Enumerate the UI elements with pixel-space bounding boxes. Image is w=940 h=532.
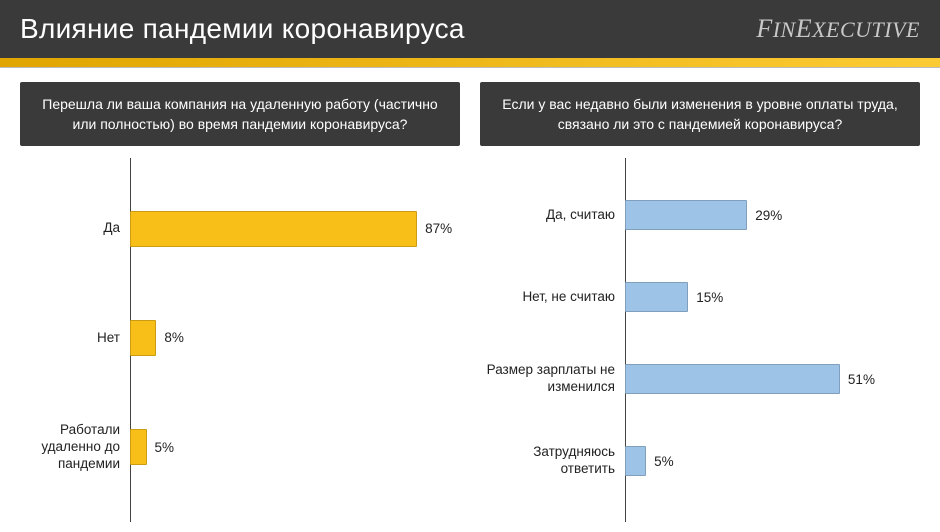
axis-tick	[625, 158, 626, 164]
category-label: Работали удаленно до пандемии	[20, 422, 130, 473]
left-panel: Перешла ли ваша компания на удаленную ра…	[20, 82, 460, 520]
value-label: 29%	[755, 208, 782, 223]
slide: Влияние пандемии коронавируса FINEXECUTI…	[0, 0, 940, 532]
logo-letter-e: E	[796, 14, 812, 43]
axis-tick	[625, 516, 626, 522]
chart-row: Нет 8%	[20, 315, 460, 361]
bar-track: 87%	[130, 206, 460, 252]
category-label: Да, считаю	[480, 207, 625, 224]
value-label: 87%	[425, 221, 452, 236]
bar	[625, 200, 747, 230]
bar-track: 5%	[130, 424, 460, 470]
value-label: 5%	[654, 454, 674, 469]
right-question: Если у вас недавно были изменения в уров…	[480, 82, 920, 146]
bar-track: 8%	[130, 315, 460, 361]
value-label: 8%	[164, 330, 184, 345]
value-label: 15%	[696, 290, 723, 305]
value-label: 51%	[848, 372, 875, 387]
bar	[130, 320, 156, 356]
chart-row: Работали удаленно до пандемии 5%	[20, 424, 460, 470]
chart-row: Затрудняюсь ответить 5%	[480, 438, 920, 484]
left-chart: Да 87% Нет 8% Работали	[20, 164, 460, 520]
logo-in: IN	[773, 17, 796, 42]
axis-tick	[130, 158, 131, 164]
logo-xecutive: XECUTIVE	[812, 17, 920, 42]
category-label: Да	[20, 220, 130, 237]
bar-track: 5%	[625, 438, 920, 484]
bar	[130, 429, 147, 465]
bar-track: 15%	[625, 274, 920, 320]
category-label: Нет	[20, 330, 130, 347]
right-chart: Да, считаю 29% Нет, не считаю 15%	[480, 164, 920, 520]
bar-track: 51%	[625, 356, 920, 402]
chart-row: Нет, не считаю 15%	[480, 274, 920, 320]
logo: FINEXECUTIVE	[756, 14, 920, 44]
left-rows: Да 87% Нет 8% Работали	[20, 174, 460, 502]
header: Влияние пандемии коронавируса FINEXECUTI…	[0, 0, 940, 58]
logo-letter-f: F	[756, 14, 772, 43]
category-label: Затрудняюсь ответить	[480, 444, 625, 478]
bar	[625, 282, 688, 312]
chart-row: Да, считаю 29%	[480, 192, 920, 238]
right-panel: Если у вас недавно были изменения в уров…	[480, 82, 920, 520]
left-question: Перешла ли ваша компания на удаленную ра…	[20, 82, 460, 146]
value-label: 5%	[155, 440, 175, 455]
bar	[130, 211, 417, 247]
axis-tick	[130, 516, 131, 522]
bar	[625, 364, 840, 394]
accent-bar	[0, 58, 940, 68]
chart-row: Да 87%	[20, 206, 460, 252]
page-title: Влияние пандемии коронавируса	[20, 13, 465, 45]
right-rows: Да, считаю 29% Нет, не считаю 15%	[480, 174, 920, 502]
bar	[625, 446, 646, 476]
category-label: Размер зарплаты не изменился	[480, 362, 625, 396]
chart-row: Размер зарплаты не изменился 51%	[480, 356, 920, 402]
content: Перешла ли ваша компания на удаленную ра…	[0, 68, 940, 532]
category-label: Нет, не считаю	[480, 289, 625, 306]
bar-track: 29%	[625, 192, 920, 238]
